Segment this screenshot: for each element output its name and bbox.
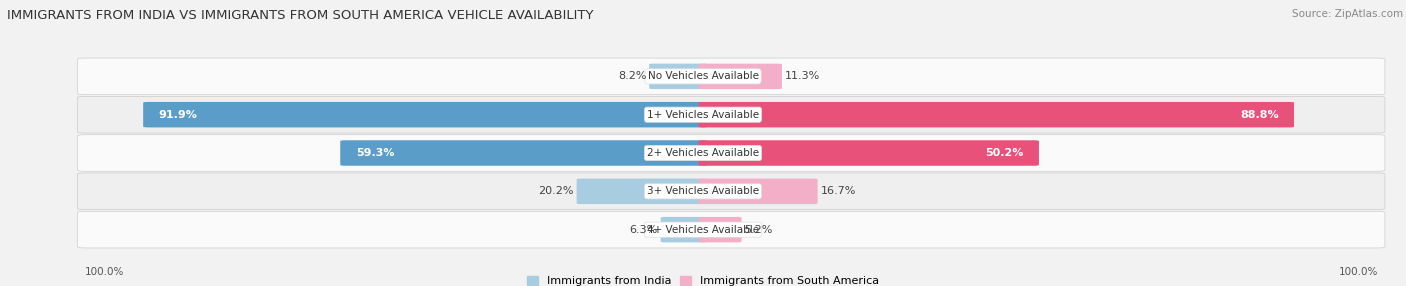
FancyBboxPatch shape — [340, 140, 707, 166]
FancyBboxPatch shape — [77, 135, 1385, 171]
Text: 59.3%: 59.3% — [356, 148, 394, 158]
Text: 100.0%: 100.0% — [84, 267, 124, 277]
Text: 5.2%: 5.2% — [744, 225, 773, 235]
Text: 11.3%: 11.3% — [785, 72, 820, 81]
Text: 3+ Vehicles Available: 3+ Vehicles Available — [647, 186, 759, 196]
Text: 91.9%: 91.9% — [159, 110, 197, 120]
FancyBboxPatch shape — [699, 63, 782, 89]
Text: Source: ZipAtlas.com: Source: ZipAtlas.com — [1292, 9, 1403, 19]
Text: 100.0%: 100.0% — [1339, 267, 1378, 277]
FancyBboxPatch shape — [576, 178, 707, 204]
FancyBboxPatch shape — [699, 102, 1294, 128]
Legend: Immigrants from India, Immigrants from South America: Immigrants from India, Immigrants from S… — [527, 276, 879, 286]
FancyBboxPatch shape — [650, 63, 707, 89]
Text: 2+ Vehicles Available: 2+ Vehicles Available — [647, 148, 759, 158]
Text: 50.2%: 50.2% — [986, 148, 1024, 158]
Text: No Vehicles Available: No Vehicles Available — [648, 72, 758, 81]
FancyBboxPatch shape — [77, 58, 1385, 95]
Text: 16.7%: 16.7% — [820, 186, 856, 196]
Text: 20.2%: 20.2% — [538, 186, 574, 196]
Text: 88.8%: 88.8% — [1240, 110, 1278, 120]
Text: 8.2%: 8.2% — [617, 72, 647, 81]
FancyBboxPatch shape — [699, 178, 817, 204]
FancyBboxPatch shape — [143, 102, 707, 128]
FancyBboxPatch shape — [77, 173, 1385, 210]
FancyBboxPatch shape — [661, 217, 707, 243]
FancyBboxPatch shape — [77, 211, 1385, 248]
Text: IMMIGRANTS FROM INDIA VS IMMIGRANTS FROM SOUTH AMERICA VEHICLE AVAILABILITY: IMMIGRANTS FROM INDIA VS IMMIGRANTS FROM… — [7, 9, 593, 21]
FancyBboxPatch shape — [699, 140, 1039, 166]
Text: 4+ Vehicles Available: 4+ Vehicles Available — [647, 225, 759, 235]
FancyBboxPatch shape — [77, 96, 1385, 133]
FancyBboxPatch shape — [699, 217, 741, 243]
Text: 6.3%: 6.3% — [630, 225, 658, 235]
Text: 1+ Vehicles Available: 1+ Vehicles Available — [647, 110, 759, 120]
